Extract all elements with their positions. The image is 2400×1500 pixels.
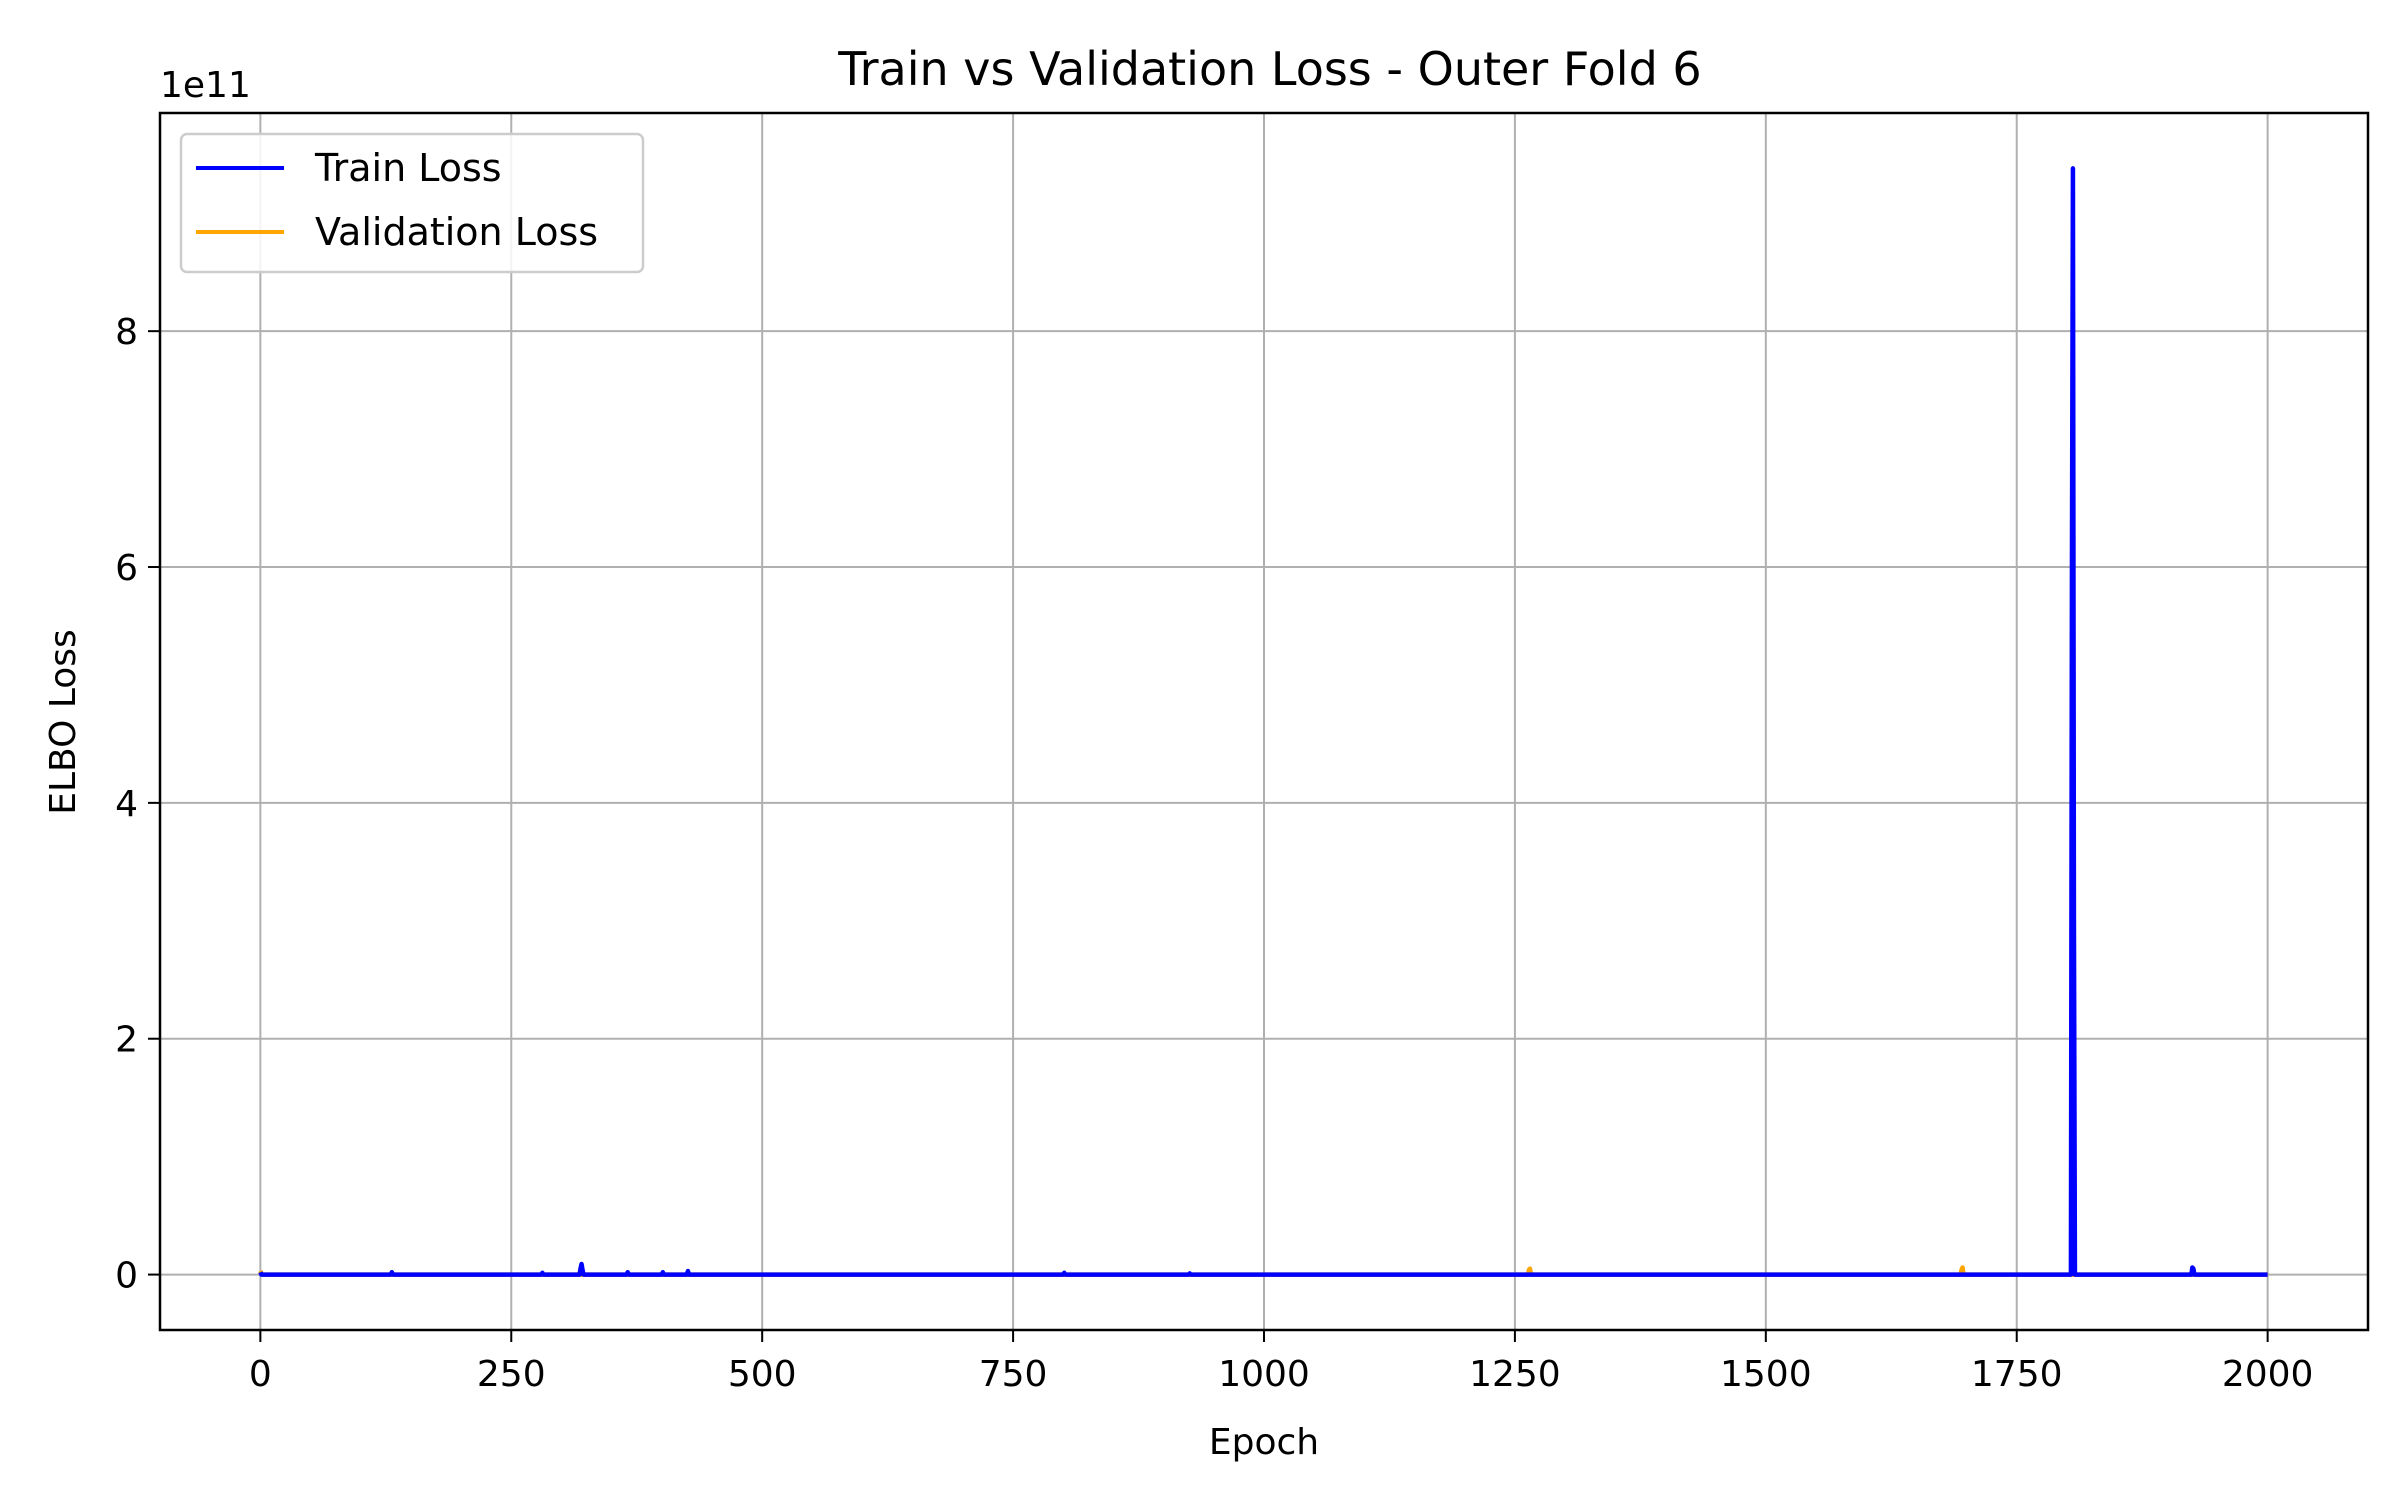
legend-box [179, 132, 645, 274]
grid [160, 113, 2368, 1330]
y-offset-label: 1e11 [160, 65, 251, 106]
y-tick-label: 2 [115, 1020, 138, 1061]
chart-title: Train vs Validation Loss - Outer Fold 6 [837, 42, 1701, 96]
x-tick-label: 250 [477, 1354, 546, 1395]
x-tick-label: 1250 [1469, 1354, 1561, 1395]
x-tick-label: 2000 [2222, 1354, 2314, 1395]
x-axis-label: Epoch [1209, 1422, 1319, 1463]
x-tick-label: 0 [249, 1354, 272, 1395]
x-tick-label: 1500 [1720, 1354, 1812, 1395]
legend-label-validation-loss: Validation Loss [315, 210, 598, 254]
x-tick-label: 1750 [1971, 1354, 2063, 1395]
series-lines [258, 166, 2268, 1277]
x-tick-label: 750 [979, 1354, 1048, 1395]
y-tick-label: 0 [115, 1256, 138, 1297]
legend: Train Loss Validation Loss [179, 132, 645, 274]
x-tick-label: 1000 [1218, 1354, 1310, 1395]
x-tick-label: 500 [728, 1354, 797, 1395]
y-tick-label: 8 [115, 312, 138, 353]
y-axis-label: ELBO Loss [43, 629, 84, 815]
y-tick-label: 4 [115, 784, 138, 825]
y-tick-label: 6 [115, 548, 138, 589]
legend-label-train-loss: Train Loss [314, 146, 502, 190]
series-line-train-loss [258, 166, 2268, 1277]
y-ticks: 0 2 4 6 8 [115, 312, 160, 1297]
x-ticks: 0 250 500 750 1000 1250 1500 1750 2000 [249, 1330, 2314, 1395]
